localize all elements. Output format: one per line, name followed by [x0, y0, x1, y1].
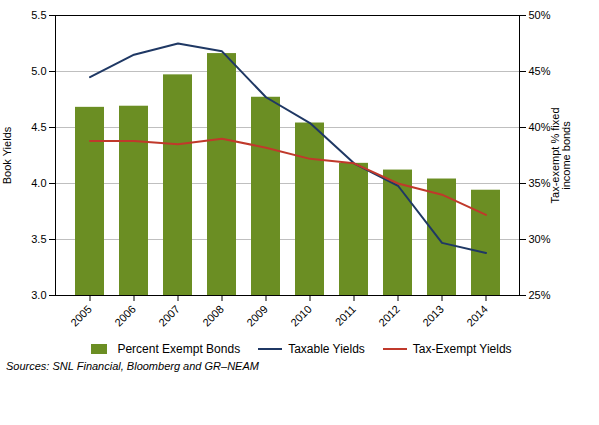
svg-text:2006: 2006 [112, 303, 138, 329]
html-text:Tax-Exempt Yields: Tax-Exempt Yields [412, 342, 512, 356]
svg-text:2012: 2012 [376, 303, 402, 329]
svg-text:2007: 2007 [156, 303, 182, 329]
svg-text:50%: 50% [529, 9, 551, 21]
svg-text:Book Yields: Book Yields [1, 126, 13, 184]
html-text:Percent Exempt Bonds: Percent Exempt Bonds [117, 342, 241, 356]
svg-text:Tax-exempt % fixedincome bonds: Tax-exempt % fixedincome bonds [549, 108, 572, 204]
svg-text:4.5: 4.5 [31, 121, 46, 133]
svg-text:3.5: 3.5 [31, 233, 46, 245]
svg-text:2011: 2011 [333, 303, 358, 328]
svg-text:3.0: 3.0 [31, 289, 46, 301]
svg-text:25%: 25% [529, 289, 551, 301]
svg-text:4.0: 4.0 [31, 177, 46, 189]
svg-text:35%: 35% [529, 177, 551, 189]
svg-text:5.0: 5.0 [31, 65, 46, 77]
svg-text:2010: 2010 [288, 303, 314, 329]
svg-text:45%: 45% [529, 65, 551, 77]
svg-text:40%: 40% [529, 121, 551, 133]
svg-text:5.5: 5.5 [31, 9, 46, 21]
svg-text:2009: 2009 [244, 303, 270, 329]
svg-text:2014: 2014 [464, 303, 490, 329]
html-text:Sources: SNL Financial, Bloomb: Sources: SNL Financial, Bloomberg and GR… [6, 360, 259, 372]
svg-text:2013: 2013 [420, 303, 446, 329]
svg-text:30%: 30% [529, 233, 551, 245]
svg-text:2005: 2005 [68, 303, 94, 329]
svg-text:2008: 2008 [200, 303, 226, 329]
html-text:Taxable Yields: Taxable Yields [288, 342, 365, 356]
